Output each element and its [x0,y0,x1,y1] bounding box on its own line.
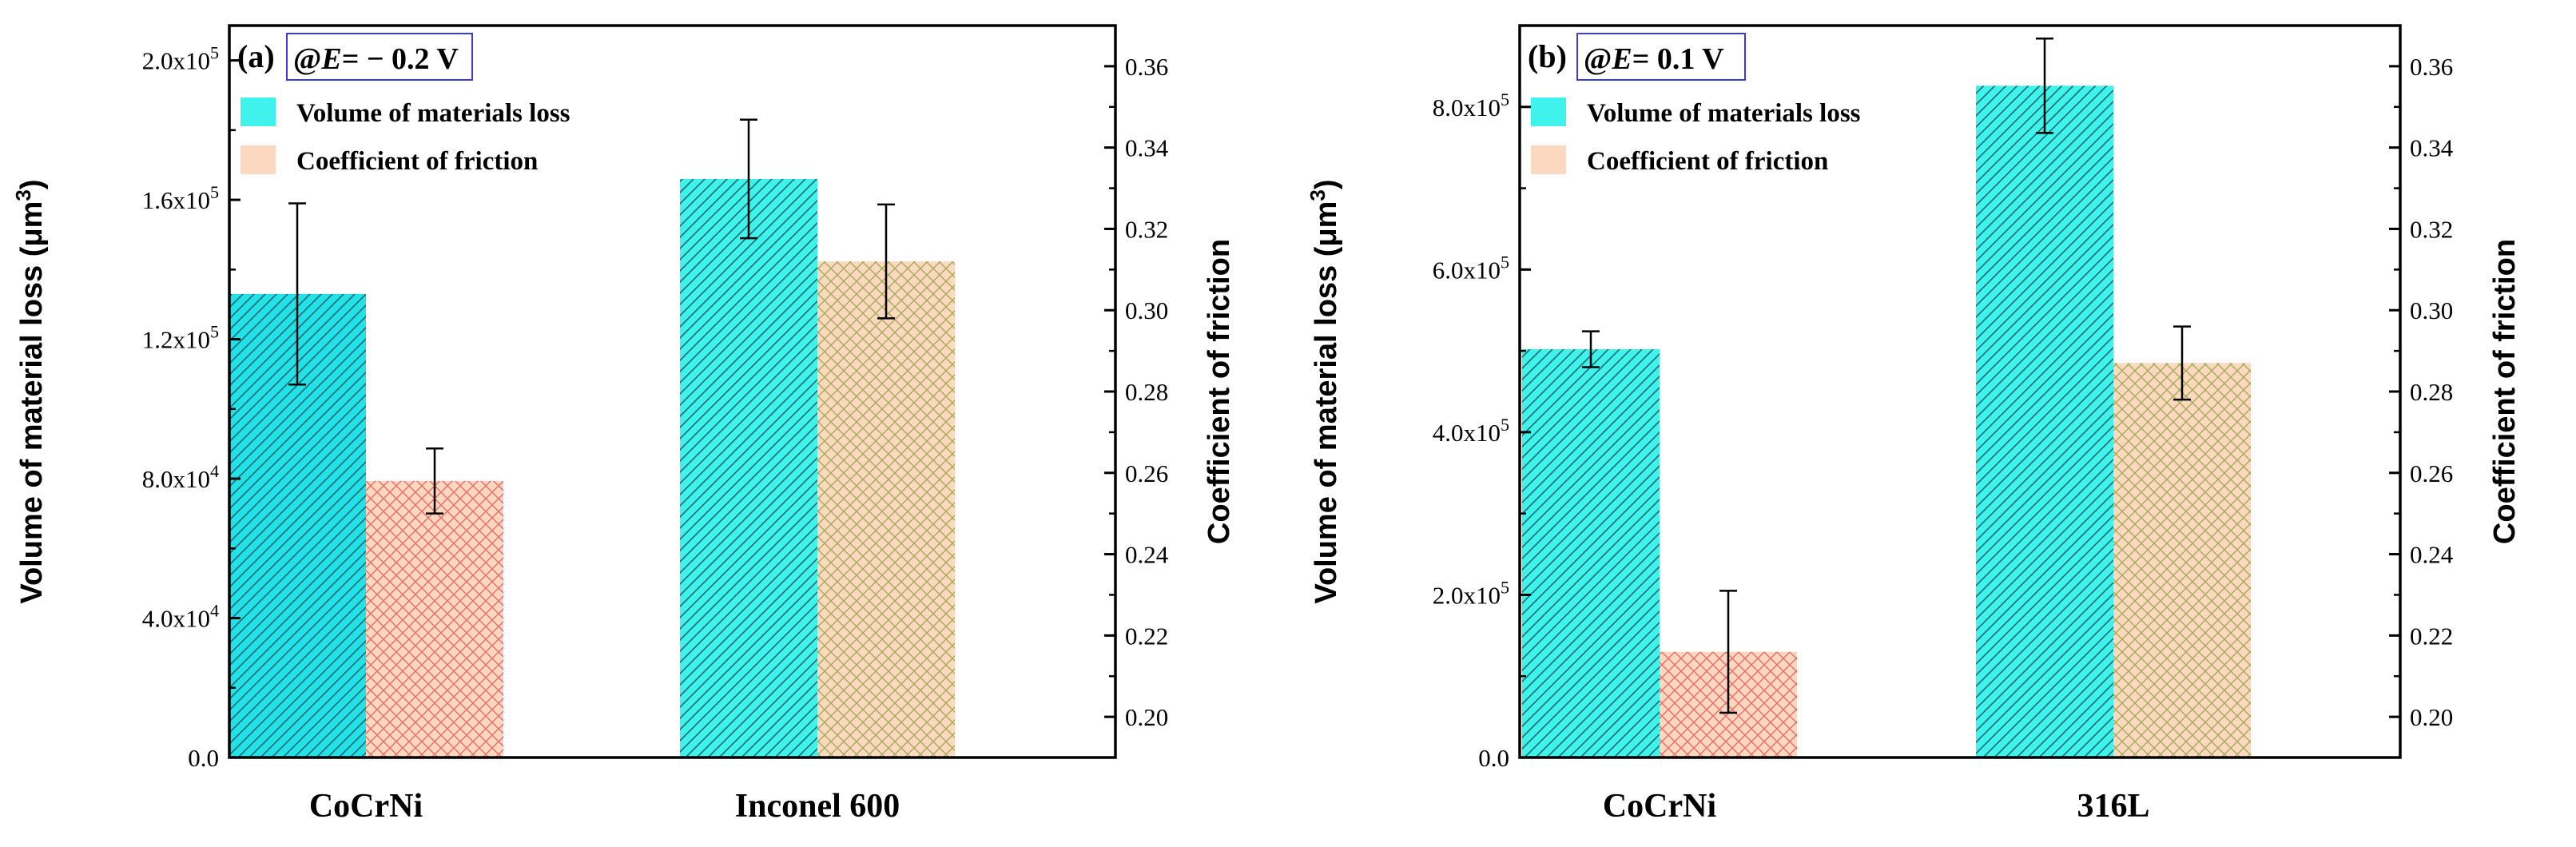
y2-tick-label: 0.26 [2410,459,2453,487]
legend-swatch-volume [241,97,276,126]
legend-label-volume: Volume of materials loss [296,99,570,128]
legend-swatch-volume [1531,97,1566,126]
panel-label: (b) [1528,38,1567,74]
category-label: CoCrNi [1603,788,1717,825]
category-label: CoCrNi [309,788,423,825]
y2-tick-label: 0.34 [2410,134,2454,162]
y2-axis-title: Coefficient of friction [2488,239,2522,544]
y2-tick-label: 0.26 [1125,459,1168,487]
y2-tick-label: 0.22 [2410,622,2453,650]
cof-error-bar-inconel-600 [877,203,895,320]
cof-error-bar-316l [2173,325,2191,401]
y2-tick-label: 0.20 [2410,703,2453,731]
y-tick-label: 6.0x105 [1433,252,1509,284]
panel-a: 0.0 4.0x104 8.0x104 1.2x105 1.6x105 2.0x105 0.… [11,24,1236,825]
y-tick-label: 1.2x105 [142,322,219,354]
volume-error-bar-inconel-600 [740,118,757,240]
legend-label-cof: Coefficient of friction [1587,147,1828,176]
condition-box [286,33,473,81]
y2-tick-label: 0.32 [1125,215,1168,243]
cof-bar-cocrni [366,480,503,758]
cof-bar-316l [2113,363,2251,758]
y2-tick-label: 0.36 [2410,53,2453,81]
y2-tick-label: 0.22 [1125,622,1168,650]
condition-box [1576,33,1746,81]
legend: Volume of materials loss Coefficient of f… [241,97,570,176]
category-label: Inconel 600 [735,788,900,825]
y2-tick-label: 0.32 [2410,215,2453,243]
y2-tick-label: 0.24 [1125,541,1169,569]
y-tick-label: 8.0x104 [142,461,219,493]
condition-label: @E= 0.1 V [1584,42,1724,76]
cof-error-bar-cocrni [426,447,443,515]
cof-bar-inconel-600 [817,261,955,758]
panel-label: (a) [237,38,275,74]
y-axis-title: Volume of material loss (μm3) [1306,179,1343,603]
legend-swatch-cof [1531,145,1566,174]
category-label: 316L [2077,788,2149,825]
volume-error-bar-cocrni [288,202,306,386]
volume-bar-cocrni [1522,349,1660,758]
volume-error-bar-cocrni [1582,330,1600,368]
condition-label: @E= − 0.2 V [293,42,459,76]
y2-tick-label: 0.30 [2410,296,2453,324]
y2-tick-label: 0.28 [1125,378,1168,406]
y2-tick-label: 0.20 [1125,703,1168,731]
y-tick-label: 2.0x105 [1433,577,1509,609]
y-axis-title: Volume of material loss (μm3) [11,179,49,603]
y2-tick-label: 0.34 [1125,134,1169,162]
y-tick-label: 8.0x105 [1433,89,1509,121]
cof-error-bar-cocrni [1719,590,1737,714]
volume-bar-inconel-600 [680,178,817,758]
y-tick-label: 1.6x105 [142,182,219,214]
y-tick-label: 4.0x104 [142,601,219,633]
y-tick-label: 2.0x105 [142,43,219,75]
y2-tick-label: 0.28 [2410,378,2453,406]
y-tick-label: 4.0x105 [1433,415,1509,447]
y2-tick-label: 0.36 [1125,53,1168,81]
y2-axis-title: Coefficient of friction [1203,239,1236,544]
y2-tick-label: 0.30 [1125,296,1168,324]
legend-label-cof: Coefficient of friction [296,147,538,176]
legend: Volume of materials loss Coefficient of f… [1531,97,1861,176]
panel-b: 0.0 2.0x105 4.0x105 6.0x105 8.0x105 0.20 0.22 0… [1306,24,2522,825]
y2-tick-label: 0.24 [2410,541,2454,569]
y-tick-label: 0.0 [1478,744,1509,772]
legend-swatch-cof [241,145,276,174]
volume-bar-316l [1976,85,2113,758]
legend-label-volume: Volume of materials loss [1587,99,1861,128]
volume-error-bar-316l [2036,38,2053,134]
y-tick-label: 0.0 [188,744,219,772]
